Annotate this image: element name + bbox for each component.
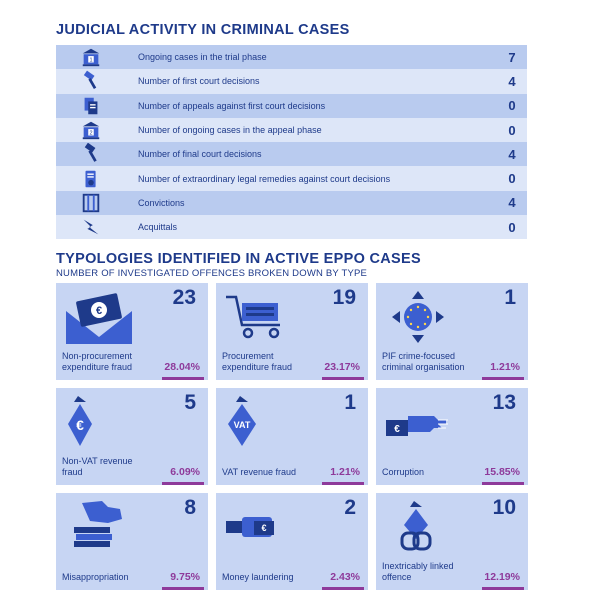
typology-count: 1 bbox=[344, 391, 356, 414]
typology-card: € 5 Non-VAT revenue fraud 6.09% bbox=[56, 388, 208, 485]
typology-count: 5 bbox=[184, 391, 196, 414]
typology-card: 8 Misappropriation 9.75% bbox=[56, 493, 208, 590]
typology-name: Money laundering bbox=[222, 572, 294, 582]
typology-percent: 28.04% bbox=[164, 361, 200, 373]
svg-text:€: € bbox=[394, 424, 400, 435]
typology-percent-bar bbox=[322, 482, 364, 485]
typology-count: 10 bbox=[492, 496, 516, 519]
typology-percent: 15.85% bbox=[484, 466, 520, 478]
typology-card: € 23 Non-procurement expenditure fraud 2… bbox=[56, 283, 208, 380]
euro-money-bag-icon: € bbox=[68, 396, 92, 446]
courthouse-1-icon: 1 bbox=[56, 45, 126, 69]
typology-count: 1 bbox=[504, 286, 516, 309]
typology-name: Non-VAT revenue fraud bbox=[62, 456, 133, 477]
gavel-icon bbox=[56, 69, 126, 93]
gavel-final-icon bbox=[56, 142, 126, 166]
typology-card: € 13 Corruption 15.85% bbox=[376, 388, 528, 485]
row-value: 0 bbox=[508, 122, 516, 138]
typology-percent-bar bbox=[322, 377, 364, 380]
typology-percent: 1.21% bbox=[490, 361, 520, 373]
row-label: Ongoing cases in the trial phase bbox=[138, 52, 267, 63]
typology-count: 8 bbox=[184, 496, 196, 519]
typology-percent: 1.21% bbox=[330, 466, 360, 478]
row-label: Number of ongoing cases in the appeal ph… bbox=[138, 125, 322, 136]
typology-percent-bar bbox=[482, 587, 524, 590]
row-value: 7 bbox=[508, 49, 516, 65]
row-value: 0 bbox=[508, 98, 516, 114]
typology-name: PIF crime-focused criminal organisation bbox=[382, 351, 465, 372]
typology-count: 13 bbox=[492, 391, 516, 414]
typology-percent: 9.75% bbox=[170, 571, 200, 583]
shopping-cart-money-icon bbox=[226, 295, 280, 339]
legal-remedy-icon bbox=[56, 167, 126, 191]
typology-percent-bar bbox=[482, 377, 524, 380]
judicial-activity-table: 1 Ongoing cases in the trial phase 7 Num… bbox=[56, 45, 527, 240]
typology-card: 10 Inextricably linked offence 12.19% bbox=[376, 493, 528, 590]
svg-text:€: € bbox=[76, 417, 84, 433]
euro-envelope-icon: € bbox=[66, 293, 132, 344]
svg-text:€: € bbox=[96, 305, 102, 317]
linked-chain-bag-icon bbox=[400, 501, 432, 551]
svg-text:2: 2 bbox=[89, 131, 92, 137]
typology-name: Procurement expenditure fraud bbox=[222, 351, 293, 372]
typology-name: Corruption bbox=[382, 467, 425, 477]
typology-card: € 2 Money laundering 2.43% bbox=[216, 493, 368, 590]
svg-text:VAT: VAT bbox=[234, 420, 251, 430]
table-row: Acquittals 0 bbox=[56, 215, 527, 240]
typology-percent: 12.19% bbox=[484, 571, 520, 583]
table-row: Number of first court decisions 4 bbox=[56, 69, 527, 94]
table-row: Number of appeals against first court de… bbox=[56, 93, 527, 118]
typology-card: 19 Procurement expenditure fraud 23.17% bbox=[216, 283, 368, 380]
row-value: 4 bbox=[508, 146, 516, 162]
table-row: Convictions 4 bbox=[56, 190, 527, 216]
typology-percent: 2.43% bbox=[330, 571, 360, 583]
row-value: 0 bbox=[508, 219, 516, 235]
row-value: 4 bbox=[508, 73, 516, 89]
typology-name: VAT revenue fraud bbox=[222, 467, 297, 477]
typology-count: 23 bbox=[172, 286, 196, 309]
typology-percent: 6.09% bbox=[170, 466, 200, 478]
row-value: 0 bbox=[508, 171, 516, 187]
eu-flag-arrows-icon bbox=[392, 291, 444, 343]
typology-percent-bar bbox=[322, 587, 364, 590]
typology-percent-bar bbox=[162, 587, 204, 590]
table-row: Number of extraordinary legal remedies a… bbox=[56, 166, 527, 191]
typology-percent: 23.17% bbox=[324, 361, 360, 373]
prison-bars-icon bbox=[56, 191, 126, 215]
laundering-hand-icon: € bbox=[226, 517, 274, 537]
typology-card: 1 PIF crime-focused criminal organisatio… bbox=[376, 283, 528, 380]
typology-name: Inextricably linked offence bbox=[382, 561, 454, 582]
row-label: Number of appeals against first court de… bbox=[138, 100, 326, 111]
row-label: Number of extraordinary legal remedies a… bbox=[138, 173, 391, 184]
typologies-title: TYPOLOGIES IDENTIFIED IN ACTIVE EPPO CAS… bbox=[56, 251, 421, 267]
table-row: Number of final court decisions 4 bbox=[56, 142, 527, 167]
typology-card: VAT 1 VAT revenue fraud 1.21% bbox=[216, 388, 368, 485]
row-value: 4 bbox=[508, 195, 516, 211]
typology-name: Misappropriation bbox=[62, 572, 129, 582]
vat-money-bag-icon: VAT bbox=[228, 396, 256, 446]
typology-count: 19 bbox=[332, 286, 356, 309]
appeal-documents-icon bbox=[56, 94, 126, 118]
table-row: 2 Number of ongoing cases in the appeal … bbox=[56, 117, 527, 143]
typology-percent-bar bbox=[482, 482, 524, 485]
hand-banknotes-icon bbox=[74, 501, 122, 547]
row-label: Number of final court decisions bbox=[138, 149, 262, 160]
typologies-subtitle: NUMBER OF INVESTIGATED OFFENCES BROKEN D… bbox=[56, 268, 368, 279]
typology-percent-bar bbox=[162, 377, 204, 380]
table-row: 1 Ongoing cases in the trial phase 7 bbox=[56, 45, 527, 70]
typology-name: Non-procurement expenditure fraud bbox=[62, 351, 133, 372]
handshake-euro-icon: € bbox=[386, 416, 448, 436]
acquittal-arrow-icon bbox=[56, 215, 126, 239]
typology-count: 2 bbox=[344, 496, 356, 519]
row-label: Acquittals bbox=[138, 222, 178, 233]
judicial-activity-title: JUDICIAL ACTIVITY IN CRIMINAL CASES bbox=[56, 22, 350, 38]
typologies-grid: € 23 Non-procurement expenditure fraud 2… bbox=[56, 283, 528, 595]
courthouse-2-icon: 2 bbox=[56, 118, 126, 142]
row-label: Convictions bbox=[138, 197, 185, 208]
svg-text:1: 1 bbox=[89, 58, 92, 64]
row-label: Number of first court decisions bbox=[138, 76, 260, 87]
svg-text:€: € bbox=[261, 523, 266, 533]
typology-percent-bar bbox=[162, 482, 204, 485]
